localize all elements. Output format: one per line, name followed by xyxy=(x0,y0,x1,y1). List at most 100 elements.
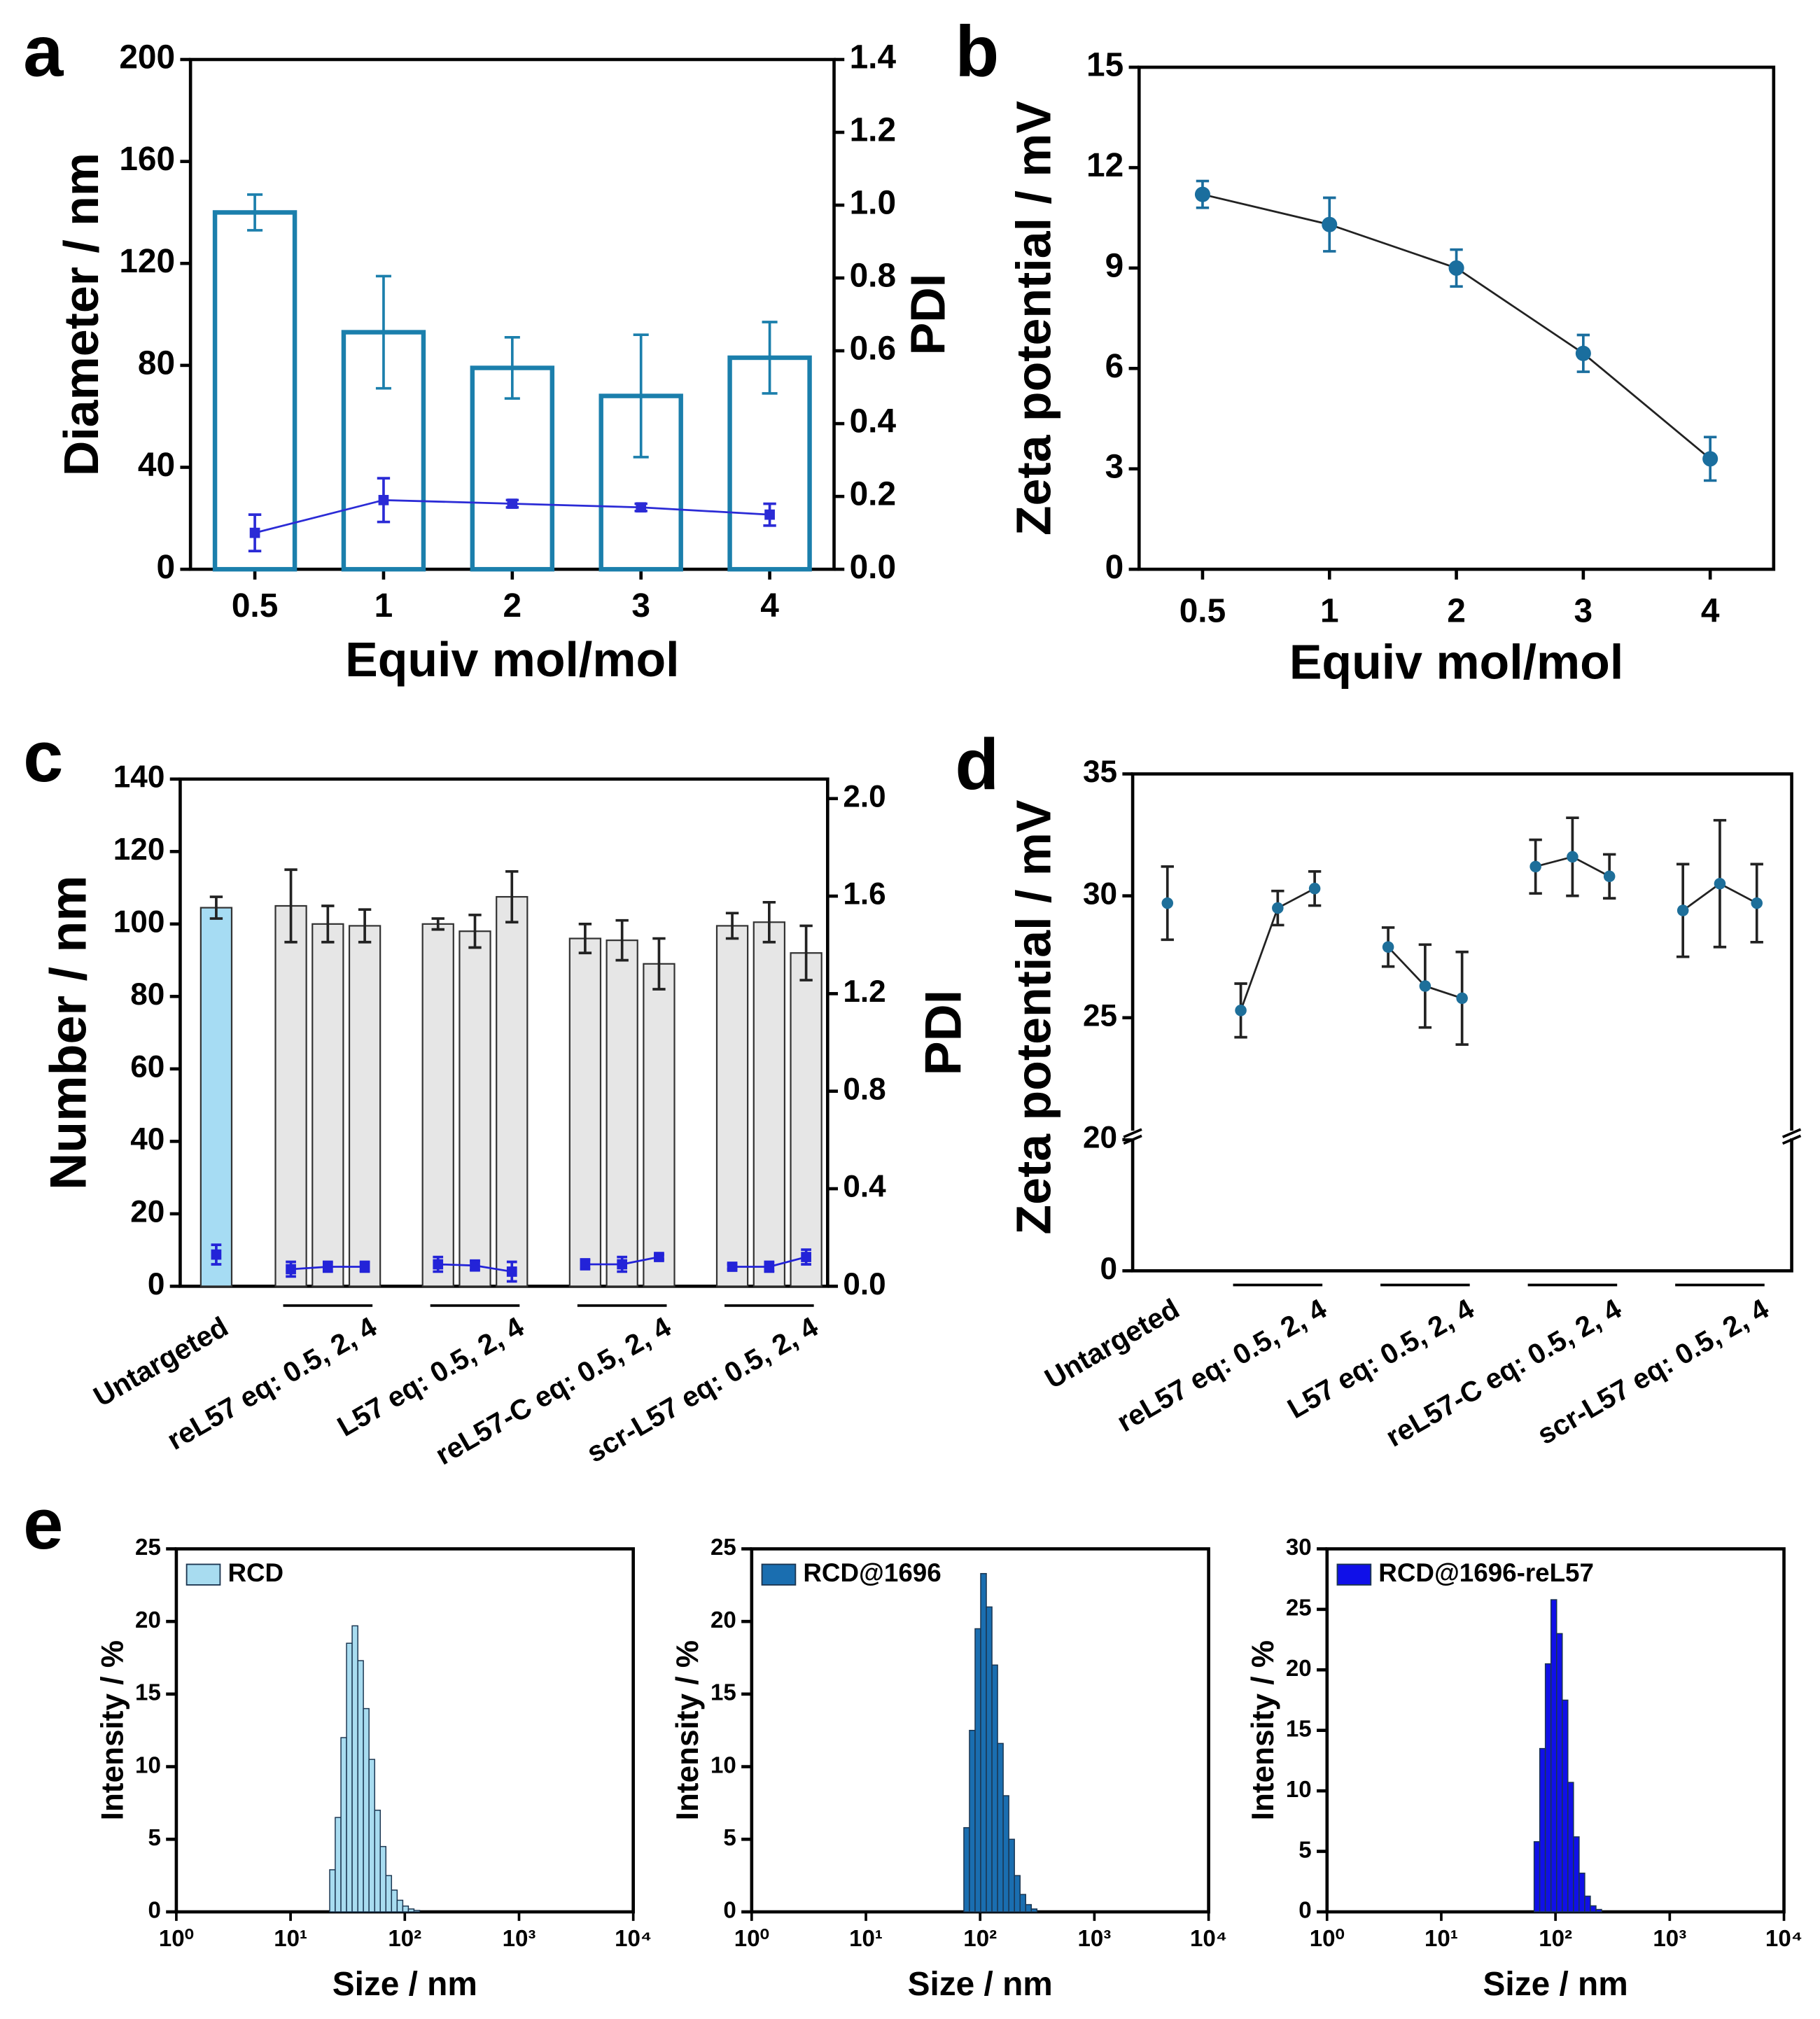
error-bar xyxy=(375,274,391,390)
x-tick-label: 3 xyxy=(631,587,650,624)
legend-label: RCD@1696-reL57 xyxy=(1378,1558,1594,1587)
histogram-bar xyxy=(379,1845,387,1913)
y-tick-label: 25 xyxy=(1286,1595,1312,1621)
zeta-marker xyxy=(1322,216,1338,232)
y-tick-label: 80 xyxy=(130,977,164,1012)
pdi-marker xyxy=(322,1262,333,1272)
pdi-marker xyxy=(727,1262,738,1272)
bar xyxy=(348,925,382,1287)
y-tick-label: 2.0 xyxy=(843,779,886,813)
histogram-bar xyxy=(413,1910,421,1913)
legend-swatch xyxy=(186,1563,221,1586)
y-tick-label: 20 xyxy=(710,1607,736,1633)
y-tick-label: 200 xyxy=(119,39,175,76)
y-tick-label: 20 xyxy=(1286,1656,1312,1682)
histogram-bar xyxy=(1533,1840,1541,1913)
legend-swatch xyxy=(761,1563,797,1586)
pdi-marker xyxy=(617,1259,628,1270)
y-tick-label: 160 xyxy=(119,141,175,178)
plot-frame xyxy=(1138,65,1776,571)
y-tick-label: 1.2 xyxy=(850,112,896,149)
x-tick-label: 10¹ xyxy=(849,1926,883,1952)
y-tick-label: 5 xyxy=(723,1825,736,1851)
y-tick-label: 30 xyxy=(1083,876,1117,911)
x-axis-label: Size / nm xyxy=(332,1966,477,2003)
y-tick-label: 10 xyxy=(710,1752,736,1778)
zeta-marker xyxy=(1235,1005,1247,1017)
y-axis-label: Diameter / nm xyxy=(54,153,108,476)
error-bar xyxy=(505,869,519,924)
histogram-bar xyxy=(1544,1663,1552,1913)
x-tick-label: 10⁰ xyxy=(159,1926,194,1952)
y-tick-label: 1.4 xyxy=(850,39,897,76)
y-tick-label: 0.2 xyxy=(850,476,896,513)
y-tick-label: 0 xyxy=(156,549,175,586)
histogram-bar xyxy=(1573,1836,1580,1913)
pdi-marker xyxy=(286,1264,296,1275)
histogram-bar xyxy=(1584,1895,1591,1913)
error-bar xyxy=(468,914,482,949)
y-tick-label: 0.0 xyxy=(843,1267,886,1301)
y-axis-label: Number / nm xyxy=(38,875,97,1190)
bar xyxy=(274,904,307,1287)
x-tick-label: 10⁴ xyxy=(1190,1926,1227,1952)
x-tick-label: 3 xyxy=(1574,592,1593,629)
y-axis-label: Zeta potential / mV xyxy=(1006,799,1060,1234)
histogram-bar xyxy=(1556,1633,1563,1913)
y-axis-label: Intensity / % xyxy=(95,1640,130,1820)
y-tick-label: 25 xyxy=(1083,998,1117,1033)
x-tick-label: 0.5 xyxy=(1180,592,1226,629)
zeta-marker xyxy=(1272,902,1284,914)
histogram-bar xyxy=(1025,1903,1032,1913)
bar xyxy=(606,939,638,1287)
pdi-marker xyxy=(378,494,389,505)
error-bar xyxy=(652,937,666,991)
x-tick-label: 10² xyxy=(963,1926,997,1952)
zeta-marker xyxy=(1702,451,1718,467)
x-axis-label: Size / nm xyxy=(908,1966,1053,2003)
pdi-marker xyxy=(507,498,518,509)
panel-label: c xyxy=(23,716,63,797)
bar xyxy=(200,907,233,1287)
plot-frame xyxy=(1130,772,1793,1273)
histogram-bar xyxy=(1019,1894,1027,1913)
y-tick-label: 0 xyxy=(1105,549,1124,586)
error-bar xyxy=(284,868,298,944)
y-tick-label: 10 xyxy=(135,1752,161,1778)
bar xyxy=(643,963,676,1287)
zeta-marker xyxy=(1448,260,1464,276)
error-bar xyxy=(762,321,778,395)
x-tick-label: 10⁴ xyxy=(1765,1926,1802,1952)
histogram-bar xyxy=(1562,1699,1569,1913)
x-tick-label: 10⁰ xyxy=(734,1926,769,1952)
histogram-bar xyxy=(402,1905,410,1913)
histogram-bar xyxy=(346,1642,353,1913)
histogram-bar xyxy=(1002,1795,1009,1913)
histogram-bar xyxy=(1539,1747,1546,1913)
histogram-bar xyxy=(1567,1782,1574,1913)
x-tick-label: 0.5 xyxy=(232,587,278,624)
histogram-bar xyxy=(1014,1875,1021,1913)
panel-label: b xyxy=(955,11,999,92)
y-axis-label: Intensity / % xyxy=(1246,1640,1280,1820)
y-tick-label: 15 xyxy=(1086,47,1124,84)
y-tick-label: 9 xyxy=(1105,248,1124,285)
error-bar xyxy=(725,911,739,940)
histogram-bar xyxy=(329,1869,336,1913)
zeta-marker xyxy=(1751,897,1763,909)
error-bar xyxy=(762,900,776,944)
histogram-bar xyxy=(1595,1908,1602,1913)
y-tick-label: 0.8 xyxy=(850,258,896,295)
zeta-marker xyxy=(1308,882,1321,895)
error-bar xyxy=(321,904,335,944)
y-tick-label: 5 xyxy=(1298,1837,1311,1863)
bar xyxy=(715,925,749,1287)
x-tick-label: 10² xyxy=(388,1926,421,1952)
histogram-bar xyxy=(991,1664,998,1913)
x-tick-label: 10⁴ xyxy=(615,1926,652,1952)
y-axis-label: Zeta potential / mV xyxy=(1006,101,1060,536)
y-tick-label: 35 xyxy=(1083,755,1117,789)
y-tick-label: 80 xyxy=(138,345,175,382)
y-tick-label: 40 xyxy=(138,447,175,484)
